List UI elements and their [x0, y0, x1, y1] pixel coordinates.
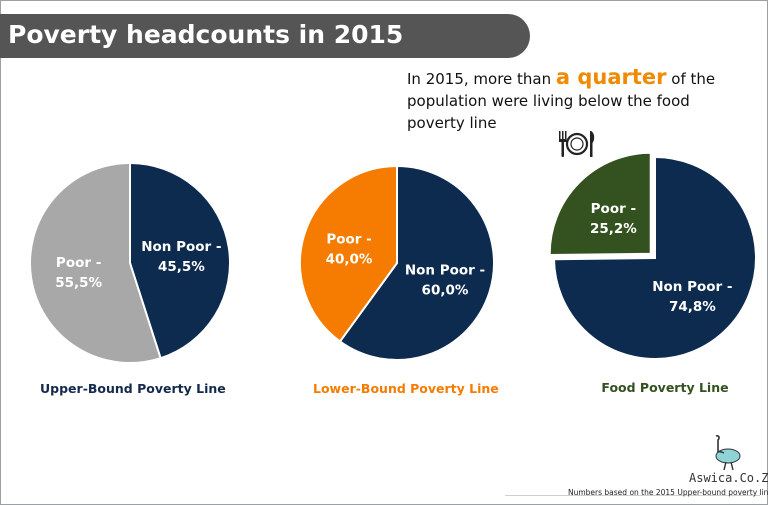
pie-slice-lower-bound-0	[338, 164, 495, 361]
pie-label-upper-bound-1: Poor -55,5%	[55, 255, 102, 291]
pie-slice-upper-bound-0	[129, 161, 231, 360]
watermark-text: Aswica.Co.Za	[689, 471, 768, 485]
title-banner	[0, 14, 530, 58]
callout-suffix: of the population were living below the …	[407, 70, 716, 132]
pie-slice-food-1	[548, 151, 652, 257]
pie-slice-lower-bound-1	[299, 164, 398, 343]
footnote: Numbers based on the 2015 Upper-bound po…	[568, 488, 768, 497]
chart-title-food: Food Poverty Line	[601, 380, 729, 395]
page-title: Poverty headcounts in 2015	[8, 20, 404, 49]
chart-title-lower-bound: Lower-Bound Poverty Line	[313, 381, 499, 396]
callout-text: In 2015, more than a quarter of the popu…	[407, 66, 737, 134]
pie-label-food-0: Non Poor -74,8%	[652, 279, 732, 315]
pie-label-lower-bound-1: Poor -40,0%	[326, 231, 373, 267]
pie-label-upper-bound-0: Non Poor -45,5%	[141, 239, 221, 275]
pie-slice-food-0	[552, 155, 757, 360]
pie-label-food-1: Poor -25,2%	[590, 201, 637, 237]
ostrich-icon	[715, 435, 741, 471]
chart-title-upper-bound: Upper-Bound Poverty Line	[40, 381, 226, 396]
pie-slice-upper-bound-1	[29, 161, 162, 364]
callout-prefix: In 2015, more than	[407, 70, 556, 88]
plate-cutlery-icon	[559, 131, 595, 157]
pie-label-lower-bound-0: Non Poor -60,0%	[405, 263, 485, 299]
footnote-divider	[505, 495, 760, 496]
callout-highlight: a quarter	[555, 65, 667, 89]
